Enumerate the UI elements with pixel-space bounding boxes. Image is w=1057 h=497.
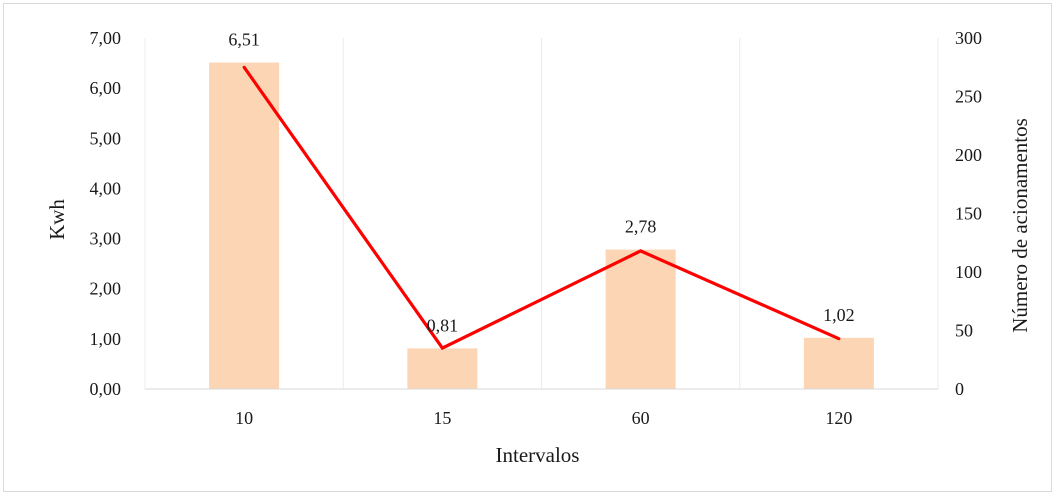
y2-tick-label: 50 bbox=[955, 321, 973, 341]
line-point-10 bbox=[242, 65, 246, 69]
y2-tick-label: 100 bbox=[955, 262, 982, 282]
y-tick-label: 6,00 bbox=[90, 78, 122, 98]
data-labels: 6,51 0,81 2,78 1,02 bbox=[228, 30, 854, 336]
bar-series bbox=[209, 62, 874, 389]
y-tick-label: 5,00 bbox=[90, 128, 122, 148]
y-tick-label: 3,00 bbox=[90, 229, 122, 249]
data-label: 1,02 bbox=[823, 305, 855, 325]
grid-lines bbox=[144, 38, 939, 389]
y2-tick-label: 0 bbox=[955, 379, 964, 399]
chart-frame bbox=[3, 3, 1052, 492]
bar-60 bbox=[605, 249, 676, 389]
data-label: 6,51 bbox=[228, 30, 260, 50]
x-tick-label: 120 bbox=[825, 408, 852, 428]
data-label: 2,78 bbox=[625, 217, 657, 237]
y2-axis-ticks: 0 50 100 150 200 250 300 bbox=[955, 28, 982, 399]
line-path bbox=[242, 66, 840, 351]
y-tick-label: 7,00 bbox=[90, 28, 122, 48]
x-axis-title: Intervalos bbox=[496, 443, 580, 467]
y2-axis-title: Número de acionamentos bbox=[1008, 118, 1032, 333]
data-label: 0,81 bbox=[427, 315, 459, 335]
x-tick-label: 60 bbox=[632, 408, 650, 428]
y-tick-label: 0,00 bbox=[90, 379, 122, 399]
y-axis-ticks: 0,00 1,00 2,00 3,00 4,00 5,00 6,00 7,00 bbox=[90, 28, 122, 399]
y2-tick-label: 200 bbox=[955, 145, 982, 165]
bar-120 bbox=[803, 337, 874, 389]
line-point-15 bbox=[440, 346, 444, 350]
bar-15 bbox=[407, 348, 478, 389]
y2-tick-label: 250 bbox=[955, 87, 982, 107]
line-point-60 bbox=[639, 249, 643, 253]
x-axis-ticks: 10 15 60 120 bbox=[235, 408, 852, 428]
y-tick-label: 1,00 bbox=[90, 329, 122, 349]
y-tick-label: 2,00 bbox=[90, 279, 122, 299]
x-tick-label: 15 bbox=[433, 408, 451, 428]
y2-tick-label: 300 bbox=[955, 28, 982, 48]
line-series bbox=[242, 65, 841, 351]
line-point-120 bbox=[837, 337, 841, 341]
y-tick-label: 4,00 bbox=[90, 178, 122, 198]
y-axis-title: Kwh bbox=[45, 199, 69, 240]
bar-10 bbox=[209, 62, 280, 389]
y2-tick-label: 150 bbox=[955, 204, 982, 224]
x-tick-label: 10 bbox=[235, 408, 253, 428]
